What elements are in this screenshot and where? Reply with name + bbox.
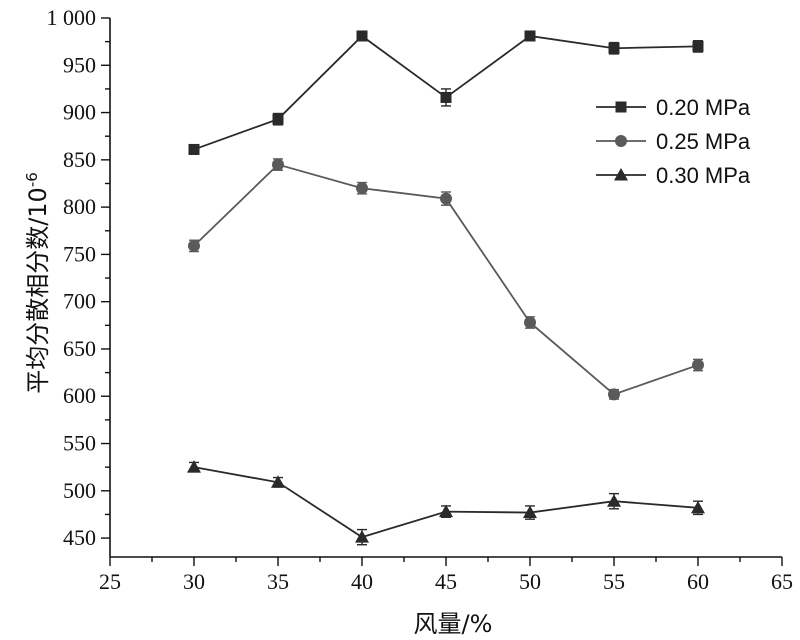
data-point — [692, 40, 704, 52]
data-point — [188, 239, 200, 252]
x-axis-title: 风量/% — [414, 610, 493, 638]
y-tick-label: 500 — [63, 478, 96, 503]
x-tick-label: 40 — [351, 569, 373, 594]
data-point — [692, 359, 704, 372]
y-axis-title-exponent: -6 — [23, 172, 41, 187]
x-tick-label: 35 — [267, 569, 289, 594]
series-1 — [188, 30, 704, 155]
data-point — [608, 388, 620, 401]
x-tick-label: 25 — [99, 569, 121, 594]
data-point — [607, 494, 621, 507]
data-point — [440, 91, 452, 103]
y-tick-label: 750 — [63, 241, 96, 266]
y-axis-title-main: 平均分散相分数/10 — [24, 187, 52, 394]
data-point — [272, 158, 284, 171]
x-tick-label: 55 — [603, 569, 625, 594]
data-point — [524, 30, 536, 42]
series-2 — [188, 158, 704, 401]
legend: 0.20 MPa 0.25 MPa 0.30 MPa — [596, 95, 751, 188]
legend-marker — [615, 135, 627, 147]
data-point — [272, 113, 284, 125]
y-tick-label: 950 — [63, 52, 96, 77]
data-point — [187, 460, 201, 473]
y-tick-label: 700 — [63, 289, 96, 314]
x-tick-label: 50 — [519, 569, 541, 594]
series-layer — [187, 30, 705, 546]
data-point — [271, 475, 285, 488]
data-point — [188, 143, 200, 155]
data-point — [356, 182, 368, 195]
x-tick-label: 65 — [771, 569, 793, 594]
y-tick-label: 900 — [63, 100, 96, 125]
data-point — [355, 530, 369, 543]
legend-label: 0.20 MPa — [656, 95, 751, 120]
y-tick-label: 1 000 — [47, 5, 97, 30]
y-tick-label: 650 — [63, 336, 96, 361]
data-point — [608, 42, 620, 54]
legend-item-3: 0.30 MPa — [596, 163, 751, 188]
x-tick-label: 60 — [687, 569, 709, 594]
legend-marker — [615, 101, 627, 113]
data-point — [440, 192, 452, 205]
y-tick-label: 600 — [63, 383, 96, 408]
x-tick-label: 30 — [183, 569, 205, 594]
legend-item-1: 0.20 MPa — [596, 95, 751, 120]
tick-marks — [101, 17, 783, 566]
y-tick-label: 550 — [63, 431, 96, 456]
legend-marker — [614, 168, 628, 181]
data-point — [356, 30, 368, 42]
y-tick-label: 800 — [63, 194, 96, 219]
legend-label: 0.25 MPa — [656, 129, 751, 154]
y-tick-label: 450 — [63, 525, 96, 550]
legend-label: 0.30 MPa — [656, 163, 751, 188]
y-axis-title: 平均分散相分数/10-6 — [23, 172, 52, 394]
tick-labels: 25 30 35 40 45 50 55 60 65 450 500 550 600 650 700 750 8… — [47, 5, 794, 594]
series-3 — [187, 460, 705, 546]
data-point — [523, 505, 537, 519]
y-tick-label: 850 — [63, 147, 96, 172]
x-tick-label: 45 — [435, 569, 457, 594]
data-point — [524, 316, 536, 329]
legend-item-2: 0.25 MPa — [596, 129, 751, 154]
series-line — [193, 466, 699, 539]
data-point — [691, 500, 705, 514]
data-point — [439, 504, 453, 518]
